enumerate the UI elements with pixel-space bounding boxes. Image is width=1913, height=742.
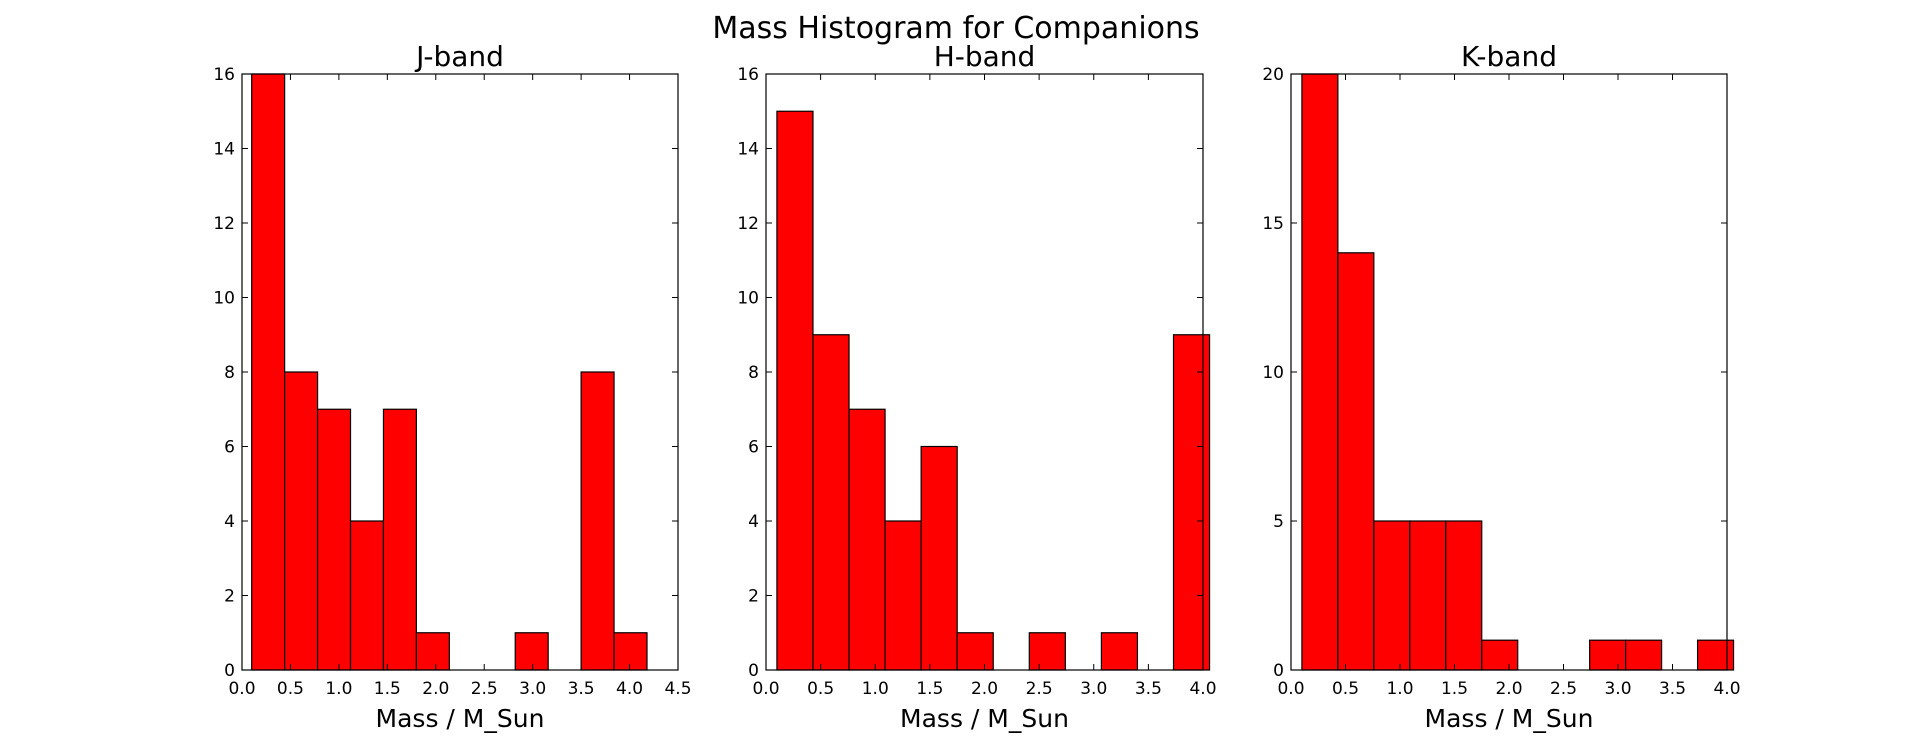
x-tick-label: 2.0 [1495,679,1522,699]
histogram-bar [956,632,994,671]
histogram-bar [580,371,615,671]
panel-title: H-band [934,40,1036,73]
x-tick-label: 4.0 [1189,679,1216,699]
y-tick-label: 4 [224,512,235,532]
x-tick-label: 1.5 [374,679,401,699]
x-tick-label: 1.0 [325,679,352,699]
y-tick-label: 14 [737,140,759,160]
y-tick-label: 16 [737,65,759,85]
histogram-bar [251,73,286,671]
y-tick-label: 15 [1262,214,1284,234]
x-tick-label: 0.0 [752,679,779,699]
x-axis-label: Mass / M_Sun [900,704,1069,733]
x-tick-label: 2.0 [971,679,998,699]
histogram-bar [1445,520,1483,671]
y-tick-label: 2 [748,587,759,607]
x-tick-label: 1.0 [862,679,889,699]
x-tick-label: 0.0 [228,679,255,699]
histogram-bar [284,371,319,671]
histogram-bar [1337,252,1375,671]
histogram-bar [1100,632,1139,671]
x-tick-label: 0.0 [1277,679,1304,699]
histogram-bar [349,520,385,671]
x-tick-label: 1.0 [1386,679,1413,699]
x-tick-label: 3.0 [519,679,546,699]
panel-title: J-band [414,40,504,73]
histogram-bar [848,408,886,671]
x-tick-label: 3.5 [1659,679,1686,699]
histogram-bar [1589,639,1627,671]
x-tick-label: 2.5 [1550,679,1577,699]
histogram-bar [1172,334,1211,671]
histogram-bar [514,632,549,671]
histogram-bar [920,445,958,671]
y-tick-label: 0 [224,661,235,681]
histogram-bar [776,110,814,671]
y-tick-label: 6 [748,438,759,458]
x-tick-label: 3.5 [568,679,595,699]
histogram-bar [613,632,648,671]
y-tick-label: 16 [213,65,235,85]
x-tick-label: 2.0 [422,679,449,699]
histogram-bar [1696,639,1735,671]
x-tick-label: 0.5 [1332,679,1359,699]
x-axis-label: Mass / M_Sun [376,704,545,733]
panel-h-band: H-band 0.0 0.5 1.0 1.5 2.0 2.5 3.0 3.5 4.0 0 2 4 6 8 1… [737,40,1216,733]
x-tick-label: 1.5 [916,679,943,699]
y-tick-label: 5 [1273,512,1284,532]
panel-j-band: J-band 0.0 0.5 1.0 1.5 2.0 2.5 3.0 3.5 4.0 4.5 0 2 4… [213,40,691,733]
y-tick-label: 4 [748,512,759,532]
histogram-bar [382,408,417,671]
x-tick-label: 4.5 [664,679,691,699]
histogram-bar [316,408,352,671]
ticks-group: 0.0 0.5 1.0 1.5 2.0 2.5 3.0 3.5 4.0 4.5 0 2 4 6 8 10 12 1… [213,65,691,699]
x-tick-label: 3.5 [1135,679,1162,699]
x-tick-label: 4.0 [1713,679,1740,699]
histogram-bar [415,632,450,671]
histogram-bar [884,520,922,671]
y-tick-label: 12 [737,214,759,234]
histogram-bar [1028,632,1066,671]
histogram-bar [1481,639,1519,671]
histogram-bar [812,334,850,671]
x-tick-label: 4.0 [616,679,643,699]
y-tick-label: 8 [224,363,235,383]
y-tick-label: 10 [737,289,759,309]
x-tick-label: 3.0 [1080,679,1107,699]
y-tick-label: 2 [224,587,235,607]
x-axis-label: Mass / M_Sun [1425,704,1594,733]
y-tick-label: 12 [213,214,235,234]
x-tick-label: 3.0 [1604,679,1631,699]
histogram-bar [1625,639,1663,671]
bars-group [1301,73,1735,671]
x-tick-label: 2.5 [1026,679,1053,699]
y-tick-label: 8 [748,363,759,383]
y-tick-label: 14 [213,140,235,160]
panel-title: K-band [1461,40,1557,73]
x-tick-label: 2.5 [471,679,498,699]
ticks-group: 0.0 0.5 1.0 1.5 2.0 2.5 3.0 3.5 4.0 0 2 4 6 8 10 12 14 16 [737,65,1216,699]
y-tick-label: 20 [1262,65,1284,85]
y-tick-label: 6 [224,438,235,458]
histogram-bar [1301,73,1339,671]
figure-suptitle: Mass Histogram for Companions [712,11,1199,46]
y-tick-label: 10 [213,289,235,309]
histogram-bar [1373,520,1411,671]
y-tick-label: 10 [1262,363,1284,383]
ticks-group: 0.0 0.5 1.0 1.5 2.0 2.5 3.0 3.5 4.0 0 5 10 15 20 [1262,65,1740,699]
y-tick-label: 0 [748,661,759,681]
bars-group [776,110,1211,671]
bars-group [251,73,648,671]
panel-k-band: K-band 0.0 0.5 1.0 1.5 2.0 2.5 3.0 3.5 4.0 0 5 10 15… [1262,40,1740,733]
y-tick-label: 0 [1273,661,1284,681]
x-tick-label: 1.5 [1441,679,1468,699]
histogram-bar [1409,520,1447,671]
x-tick-label: 0.5 [277,679,304,699]
x-tick-label: 0.5 [807,679,834,699]
